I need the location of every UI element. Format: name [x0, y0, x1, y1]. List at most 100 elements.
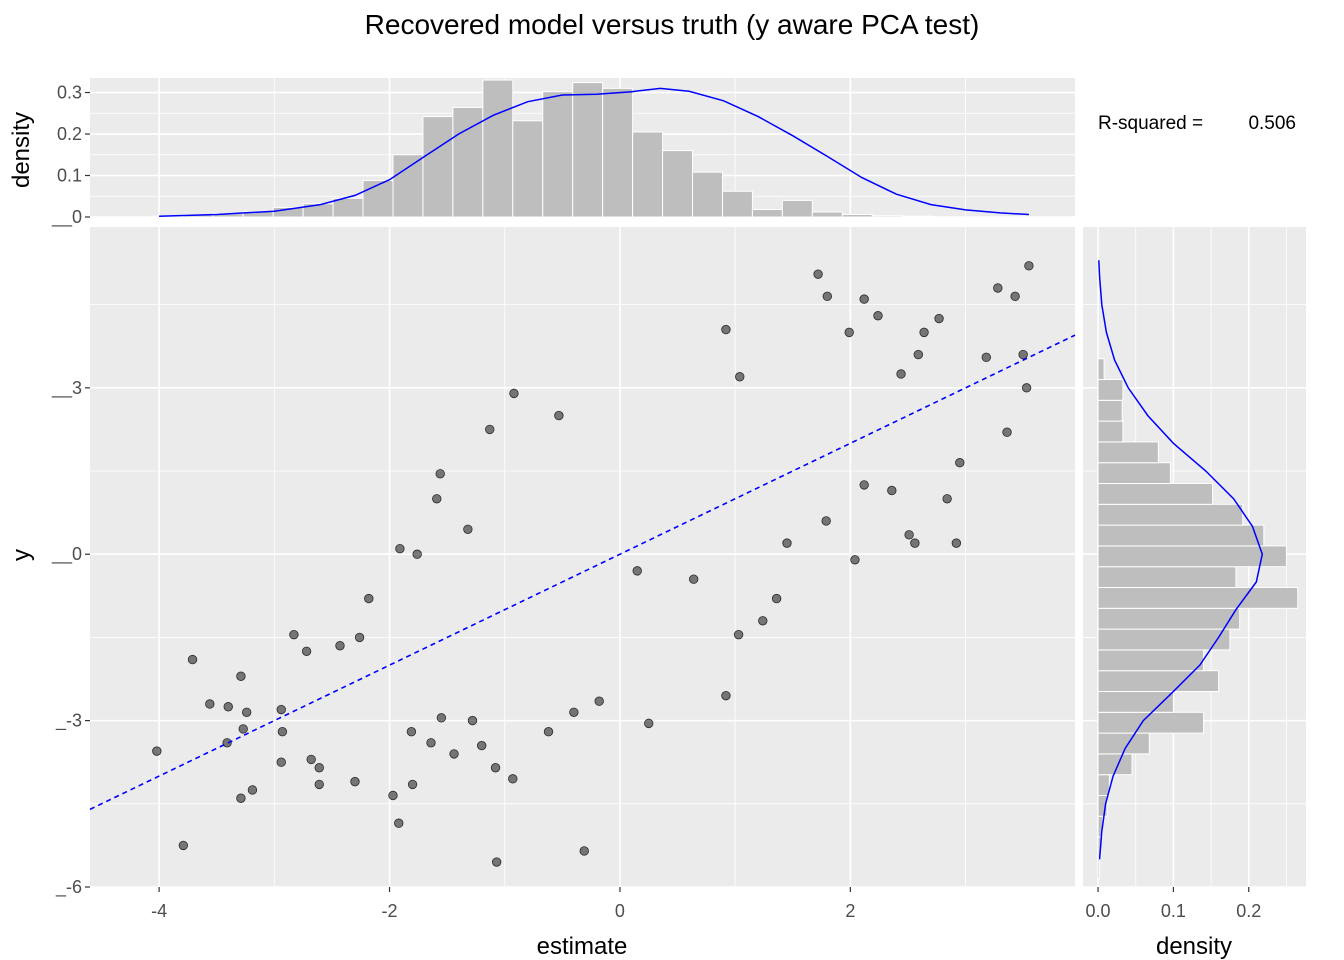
- histogram-bar: [1097, 358, 1105, 381]
- histogram-bar: [632, 131, 664, 218]
- data-point: [735, 372, 745, 382]
- histogram-bar: [422, 116, 454, 218]
- data-point: [632, 566, 642, 576]
- histogram-bar: [542, 91, 574, 218]
- data-point: [569, 707, 579, 717]
- data-point: [407, 779, 418, 790]
- data-point: [238, 724, 248, 734]
- histogram-bar: [1097, 587, 1299, 609]
- data-point: [904, 530, 914, 540]
- data-point: [896, 369, 906, 379]
- histogram-bar: [781, 199, 813, 218]
- data-point: [955, 458, 965, 468]
- histogram-bar: [1097, 503, 1244, 526]
- histogram-bar: [1097, 420, 1124, 443]
- data-point: [364, 593, 374, 604]
- histogram-bar: [1097, 399, 1123, 422]
- data-point: [942, 494, 952, 504]
- data-point: [394, 818, 404, 828]
- data-point: [813, 269, 823, 279]
- top-marginal-histogram: __0 0.1 0.2 0.3: [51, 78, 1075, 228]
- top-density-curve-group: [159, 87, 1029, 217]
- data-point: [782, 538, 792, 548]
- data-point: [485, 424, 495, 435]
- data-point: [594, 696, 604, 706]
- fit-line-group: [89, 334, 1076, 811]
- data-point: [436, 713, 447, 723]
- data-point: [236, 793, 246, 803]
- data-point: [721, 690, 731, 701]
- right-panel-x-ticks: 0.0 0.1 0.2: [1086, 887, 1261, 921]
- data-point: [771, 593, 782, 604]
- x-tick-label: 0.0: [1086, 901, 1111, 921]
- data-point: [758, 616, 768, 626]
- data-point: [178, 840, 189, 851]
- r-squared-value: 0.506: [1248, 113, 1296, 134]
- y-tick-label: 0.1: [57, 166, 82, 186]
- histogram-bar: [692, 171, 723, 218]
- histogram-bar: [1097, 462, 1171, 485]
- data-point: [289, 629, 299, 640]
- right-density-curve-group: [1098, 260, 1264, 860]
- data-point: [406, 727, 417, 737]
- data-point: [490, 763, 501, 773]
- histogram-bar: [751, 209, 783, 218]
- top-histogram-bars: [152, 79, 933, 218]
- data-point: [1021, 383, 1032, 393]
- data-point: [733, 629, 744, 640]
- fit-line: [89, 334, 1076, 811]
- data-point: [543, 727, 554, 737]
- y-axis-title: y: [8, 549, 35, 561]
- data-point: [476, 740, 487, 751]
- scatter-panel-grid: [90, 227, 1075, 888]
- data-point: [509, 388, 519, 399]
- r-squared-annotation: R-squared = 0.506: [1098, 113, 1296, 134]
- top-panel-y-title: density: [8, 112, 35, 188]
- histogram-bar: [1097, 774, 1110, 796]
- data-point: [1024, 261, 1034, 271]
- histogram-bar: [1097, 628, 1231, 651]
- histogram-bar: [1097, 379, 1124, 401]
- data-point: [910, 538, 920, 548]
- data-point: [276, 757, 286, 767]
- histogram-bar: [512, 120, 544, 218]
- data-point: [412, 549, 422, 559]
- data-point: [821, 516, 831, 526]
- histogram-bar: [662, 150, 694, 218]
- data-point: [388, 790, 398, 801]
- y-tick-label: 0.3: [57, 83, 82, 103]
- data-point: [463, 524, 473, 534]
- x-axis-title: estimate: [537, 933, 628, 960]
- r-squared-label: R-squared =: [1098, 113, 1203, 134]
- histogram-bar: [1097, 441, 1159, 464]
- histogram-bar: [901, 215, 933, 218]
- histogram-bar: [332, 197, 364, 218]
- histogram-bar: [572, 82, 604, 218]
- top-panel-y-ticks: __0 0.1 0.2 0.3: [51, 83, 90, 228]
- density-curve: [159, 87, 1029, 217]
- right-marginal-histogram: 0.0 0.1 0.2: [1083, 227, 1306, 921]
- data-point: [277, 727, 288, 737]
- data-point: [554, 410, 564, 421]
- data-point: [934, 313, 944, 324]
- data-point: [205, 699, 215, 709]
- histogram-bar: [871, 215, 903, 218]
- data-point: [579, 846, 589, 856]
- data-point: [241, 707, 252, 717]
- data-point: [222, 738, 232, 748]
- data-point: [981, 352, 991, 363]
- y-tick-label: __3: [51, 378, 82, 399]
- data-point: [844, 327, 854, 338]
- histogram-bar: [721, 190, 753, 218]
- y-axis-ticks: _-6 _-3 __0 __3: [51, 378, 90, 898]
- data-point: [223, 702, 233, 712]
- histogram-bar: [482, 79, 514, 218]
- histogram-bar: [452, 106, 484, 218]
- data-point: [873, 311, 883, 321]
- data-point: [432, 494, 442, 504]
- data-point: [152, 746, 162, 756]
- x-tick-label: 0.2: [1236, 901, 1261, 921]
- y-tick-label: _-3: [55, 711, 82, 732]
- data-point: [335, 641, 345, 651]
